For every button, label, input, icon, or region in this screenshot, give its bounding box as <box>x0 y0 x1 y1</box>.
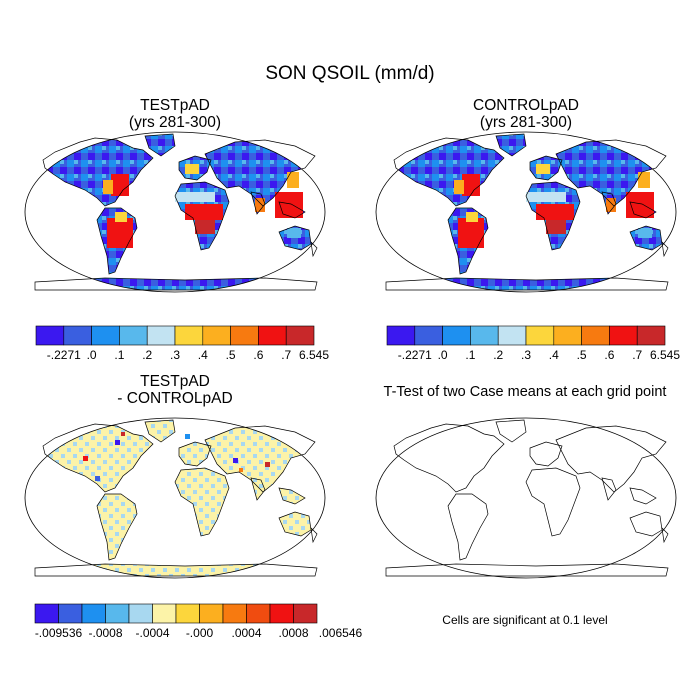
colorbar-test-swatch <box>230 325 259 346</box>
panel-title-test: TESTpAD (yrs 281-300) <box>25 97 325 131</box>
colorbar-diff-tick-label: -.000 <box>186 626 214 640</box>
panel-title-test-line2: (yrs 281-300) <box>128 114 222 131</box>
colorbar-control-swatch <box>636 325 666 346</box>
panel-title-diff-line1: TESTpAD <box>140 373 210 390</box>
colorbar-test-tick-label: .2 <box>142 348 152 362</box>
panel-title-test-line1: TESTpAD <box>140 97 210 114</box>
colorbar-diff-swatch <box>34 603 59 624</box>
colorbar-test-swatch <box>35 325 65 346</box>
colorbar-test-tick-label: 6.545 <box>299 348 329 362</box>
colorbar-diff-tick-label: .006546 <box>319 626 363 640</box>
main-title: SON QSOIL (mm/d) <box>265 63 435 84</box>
colorbar-control-swatch <box>386 325 416 346</box>
map-control <box>375 131 677 293</box>
colorbar-diff-swatch <box>128 603 153 624</box>
colorbar-test: -.2271 .0 .1 .2 .3 .4 .5 .6 .7 6.545 <box>35 325 329 362</box>
colorbar-control-tick-label: .4 <box>549 348 559 362</box>
colorbar-diff-tick-label: -.0004 <box>135 626 169 640</box>
colorbar-test-tick-label: .3 <box>170 348 180 362</box>
colorbar-test-swatch <box>174 325 204 346</box>
colorbar-control-tick-label: -.2271 <box>398 348 432 362</box>
panel-title-ttest: T-Test of two Case means at each grid po… <box>383 384 667 400</box>
colorbar-diff: -.009536 -.0008 -.0004 -.000 .0004 .0008 .0065… <box>34 603 363 640</box>
colorbar-control-swatch <box>470 325 499 346</box>
colorbar-test-swatch <box>91 325 120 346</box>
colorbar-test-tick-label: .0 <box>87 348 97 362</box>
colorbar-diff-swatch <box>152 603 177 624</box>
colorbar-control-tick-label: .7 <box>632 348 642 362</box>
colorbar-control-swatch <box>581 325 610 346</box>
panel-title-control-line2: (yrs 281-300) <box>479 114 573 131</box>
colorbar-test-swatch <box>202 325 231 346</box>
colorbar-control-tick-label: .6 <box>604 348 614 362</box>
panel-title-control-line1: CONTROLpAD <box>473 97 579 114</box>
colorbar-diff-swatch <box>175 603 200 624</box>
panel-title-diff-line2: - CONTROLpAD <box>117 390 233 407</box>
colorbar-control-swatch <box>497 325 527 346</box>
colorbar-diff-swatch <box>293 603 318 624</box>
panel-title-control: CONTROLpAD (yrs 281-300) <box>376 97 676 131</box>
colorbar-control-tick-label: .3 <box>521 348 531 362</box>
colorbar-diff-swatch <box>222 603 247 624</box>
colorbar-control-swatch <box>414 325 443 346</box>
colorbar-diff-tick-label: .0004 <box>231 626 261 640</box>
colorbar-diff-tick-label: -.009536 <box>35 626 83 640</box>
colorbar-diff-tick-label: .0008 <box>278 626 308 640</box>
ttest-note: Cells are significant at 0.1 level <box>442 613 608 627</box>
colorbar-test-swatch <box>146 325 176 346</box>
colorbar-test-swatch <box>119 325 148 346</box>
colorbar-test-tick-label: .4 <box>198 348 208 362</box>
colorbar-control-swatch <box>609 325 638 346</box>
colorbar-diff-swatch <box>58 603 83 624</box>
colorbar-control-tick-label: .2 <box>493 348 503 362</box>
colorbar-test-swatch <box>63 325 92 346</box>
colorbar-control-swatch <box>525 325 555 346</box>
colorbar-test-swatch <box>258 325 287 346</box>
colorbar-test-tick-label: .5 <box>226 348 236 362</box>
map-test <box>24 131 326 293</box>
colorbar-diff-swatch <box>105 603 130 624</box>
colorbar-test-tick-label: -.2271 <box>47 348 81 362</box>
colorbar-test-tick-label: .6 <box>253 348 263 362</box>
colorbar-test-tick-label: .7 <box>281 348 291 362</box>
colorbar-diff-swatch <box>269 603 294 624</box>
colorbar-control-tick-label: .0 <box>438 348 448 362</box>
colorbar-diff-swatch <box>199 603 224 624</box>
colorbar-control-swatch <box>442 325 471 346</box>
colorbar-control-tick-label: .5 <box>577 348 587 362</box>
colorbar-control-tick-label: 6.545 <box>650 348 680 362</box>
panel-title-diff: TESTpAD - CONTROLpAD <box>25 373 325 407</box>
colorbar-diff-tick-label: -.0008 <box>88 626 122 640</box>
colorbar-control-swatch <box>553 325 582 346</box>
colorbar-test-swatch <box>285 325 315 346</box>
colorbar-control-tick-label: .1 <box>465 348 475 362</box>
colorbar-test-tick-label: .1 <box>114 348 124 362</box>
map-ttest <box>375 417 677 579</box>
map-diff <box>24 417 326 579</box>
colorbar-diff-swatch <box>246 603 271 624</box>
colorbar-diff-swatch <box>81 603 106 624</box>
colorbar-control: -.2271 .0 .1 .2 .3 .4 .5 .6 .7 6.545 <box>386 325 680 362</box>
